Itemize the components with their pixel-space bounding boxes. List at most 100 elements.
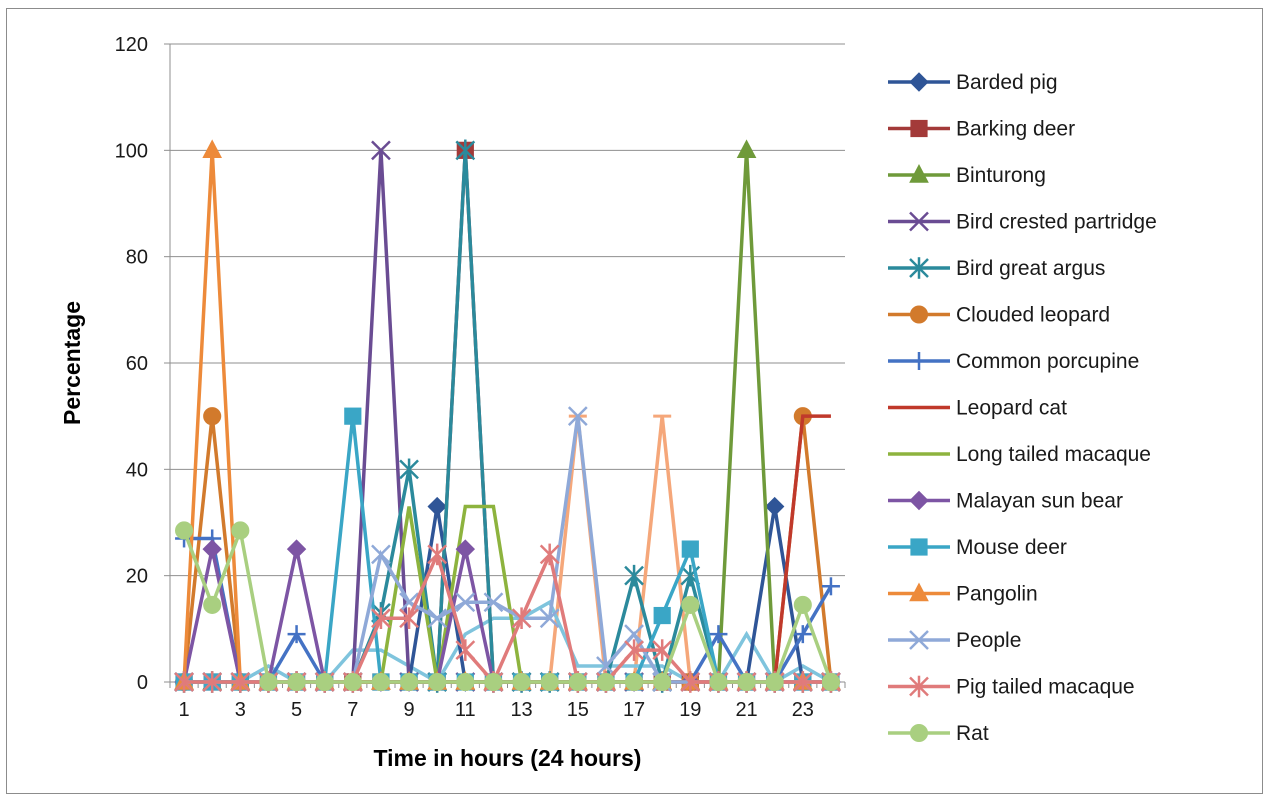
y-axis-title: Percentage	[59, 301, 85, 425]
legend-marker	[909, 305, 929, 324]
x-tick-label: 13	[510, 699, 532, 721]
data-point	[455, 592, 476, 613]
legend-marker	[910, 538, 928, 556]
x-tick-label: 17	[623, 699, 645, 721]
x-tick-label: 5	[291, 699, 302, 721]
legend-label: Pangolin	[956, 583, 1038, 606]
data-point	[203, 595, 222, 614]
data-point	[455, 639, 476, 661]
data-point	[455, 539, 476, 559]
data-point	[427, 496, 447, 517]
legend-item: Malayan sun bear	[888, 490, 1123, 513]
legend-marker	[910, 352, 928, 370]
data-point-b	[483, 592, 504, 613]
data-point	[764, 496, 785, 517]
y-tick-label: 60	[126, 353, 148, 375]
x-tick-label: 19	[679, 699, 701, 721]
legend-marker-b	[909, 630, 929, 650]
series-line	[184, 415, 831, 684]
data-point	[540, 672, 559, 692]
legend-label: Binturong	[956, 164, 1046, 187]
data-point	[596, 672, 615, 692]
data-point	[427, 543, 448, 566]
legend-label: People	[956, 629, 1021, 652]
legend-marker	[909, 723, 929, 743]
data-point	[567, 406, 588, 427]
x-tick-label: 21	[735, 699, 757, 721]
data-point	[343, 672, 362, 692]
y-tick-label: 40	[126, 459, 148, 481]
data-point	[259, 672, 278, 692]
legend-item: Binturong	[888, 164, 1046, 187]
data-point	[483, 592, 504, 613]
x-tick-label: 15	[567, 699, 589, 721]
legend-label: Mouse deer	[956, 536, 1067, 559]
legend-item: Clouded leopard	[888, 304, 1110, 327]
legend-item: Pangolin	[888, 583, 1038, 606]
legend-label: Long tailed macaque	[956, 443, 1151, 466]
legend-item: Leopard cat	[888, 397, 1067, 420]
legend-label: Pig tailed macaque	[956, 676, 1135, 699]
x-tick-label: 3	[235, 699, 246, 721]
data-point	[371, 544, 391, 565]
data-point	[400, 672, 419, 692]
y-tick-label: 20	[126, 566, 148, 588]
data-point	[399, 458, 419, 481]
x-axis-title: Time in hours (24 hours)	[374, 745, 642, 771]
data-point	[652, 639, 673, 661]
legend-marker	[909, 490, 929, 511]
data-point	[484, 672, 503, 692]
legend-label: Bird crested partridge	[956, 211, 1157, 234]
series-line	[184, 414, 831, 684]
data-point	[709, 672, 728, 692]
data-point	[344, 407, 362, 425]
data-point	[736, 139, 757, 159]
data-point	[821, 577, 840, 596]
data-point	[512, 672, 531, 692]
legend-item: People	[888, 629, 1021, 652]
data-point	[624, 564, 644, 587]
data-point	[371, 672, 390, 692]
data-point	[792, 671, 813, 693]
data-point	[793, 625, 812, 644]
legend-label: Barded pig	[956, 71, 1058, 94]
data-point	[286, 539, 307, 559]
legend-marker	[909, 630, 929, 650]
x-tick-label: 23	[792, 699, 814, 721]
data-point	[596, 656, 616, 676]
data-point-b	[539, 608, 560, 629]
data-point	[653, 672, 672, 692]
x-tick-label: 11	[455, 699, 476, 721]
legend-marker	[909, 582, 929, 602]
data-point	[175, 521, 194, 540]
data-point	[428, 672, 447, 692]
data-point	[568, 672, 587, 692]
legend-item: Rat	[888, 722, 989, 745]
data-point	[709, 625, 728, 644]
data-point-b	[399, 592, 419, 613]
data-point	[624, 639, 644, 661]
data-point-b	[624, 624, 644, 645]
data-point	[539, 543, 560, 566]
legend-item: Bird great argus	[888, 257, 1105, 280]
legend-item: Pig tailed macaque	[888, 676, 1135, 699]
legend-label: Clouded leopard	[956, 304, 1110, 327]
data-point	[231, 521, 250, 540]
data-point	[371, 140, 391, 161]
legend-item: Bird crested partridge	[888, 211, 1157, 234]
data-point	[821, 672, 840, 692]
data-point	[624, 624, 644, 645]
x-tick-label: 1	[179, 699, 190, 721]
series-1	[175, 141, 840, 691]
data-point-b	[371, 140, 391, 161]
data-point	[427, 608, 448, 629]
data-point-b	[596, 656, 616, 676]
data-point	[681, 595, 700, 614]
data-point-b	[455, 592, 476, 613]
data-point	[203, 407, 222, 426]
legend-marker	[909, 72, 929, 92]
legend: Barded pig Barking deer Binturong Bird cres…	[888, 71, 1157, 745]
data-point	[287, 672, 306, 692]
data-point	[680, 671, 701, 693]
data-point	[371, 607, 391, 629]
